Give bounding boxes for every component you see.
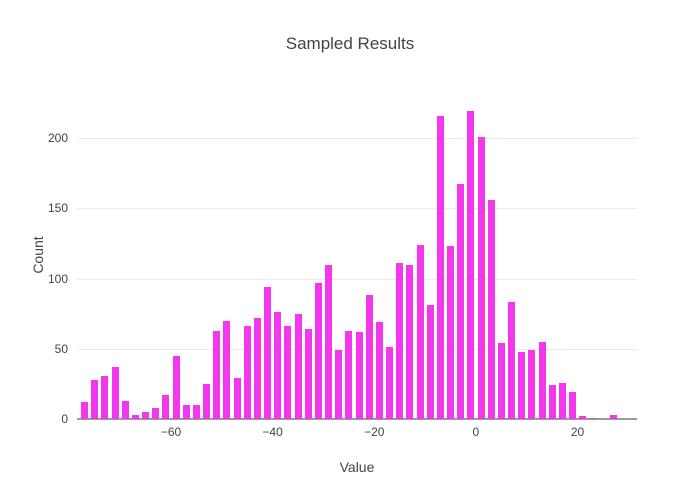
histogram-bar[interactable]	[457, 184, 465, 419]
plot-area[interactable]	[77, 91, 637, 420]
histogram-bar[interactable]	[233, 378, 241, 419]
histogram-bar[interactable]	[375, 322, 383, 419]
x-tick-label--60: −60	[160, 425, 182, 439]
histogram-bar[interactable]	[304, 329, 312, 419]
y-tick-label-50: 50	[54, 341, 68, 356]
histogram-bar[interactable]	[609, 414, 617, 419]
histogram-bar[interactable]	[365, 295, 373, 419]
histogram-bar[interactable]	[172, 355, 180, 419]
histogram-bar[interactable]	[142, 412, 150, 419]
histogram-bar[interactable]	[81, 402, 89, 419]
x-tick-label-20: 20	[570, 425, 585, 439]
histogram-bar[interactable]	[284, 326, 292, 419]
histogram-bar[interactable]	[101, 375, 109, 419]
y-tick-label-0: 0	[61, 412, 68, 426]
histogram-bar[interactable]	[467, 111, 475, 419]
histogram-bar[interactable]	[487, 199, 495, 419]
histogram-bar[interactable]	[325, 264, 332, 419]
histogram-bar[interactable]	[579, 416, 587, 419]
histogram-bar[interactable]	[386, 347, 393, 419]
histogram-bar[interactable]	[121, 400, 129, 419]
histogram-bar[interactable]	[253, 317, 261, 419]
histogram-bar[interactable]	[538, 341, 546, 419]
histogram-bar[interactable]	[447, 246, 454, 419]
histogram-bar[interactable]	[548, 385, 556, 419]
histogram-bar[interactable]	[508, 302, 515, 419]
histogram-bar[interactable]	[203, 383, 211, 419]
x-tick-label--40: −40	[262, 425, 283, 439]
histogram-bar[interactable]	[416, 244, 424, 419]
histogram-bar[interactable]	[558, 382, 566, 419]
histogram-bar[interactable]	[162, 395, 170, 419]
histogram-bar[interactable]	[497, 343, 505, 419]
histogram-bar[interactable]	[182, 405, 190, 419]
histogram-bar[interactable]	[335, 350, 343, 419]
histogram-bar[interactable]	[91, 379, 99, 419]
histogram-bar[interactable]	[264, 287, 272, 419]
chart-title: Sampled Results	[285, 34, 415, 53]
histogram-bar[interactable]	[294, 313, 302, 419]
histogram-bar[interactable]	[192, 405, 200, 419]
x-tick-label-0: 0	[472, 425, 480, 439]
y-tick-label-200: 200	[47, 131, 68, 146]
histogram-bar[interactable]	[243, 326, 251, 419]
histogram-bar[interactable]	[569, 392, 576, 419]
histogram-bar[interactable]	[589, 417, 597, 419]
y-tick-label-100: 100	[47, 271, 68, 286]
histogram-bar[interactable]	[314, 282, 322, 419]
gridline-y-200	[77, 138, 637, 140]
histogram-bar[interactable]	[426, 305, 434, 419]
histogram-bar[interactable]	[152, 407, 160, 419]
x-axis-title: Value	[339, 459, 375, 475]
histogram-bar[interactable]	[213, 330, 221, 419]
histogram-bar[interactable]	[406, 264, 414, 419]
histogram-bar[interactable]	[131, 414, 139, 419]
histogram-bar[interactable]	[223, 320, 231, 419]
histogram-bar[interactable]	[274, 312, 282, 419]
histogram-bar[interactable]	[477, 136, 485, 419]
y-axis-title: Count	[30, 236, 46, 274]
x-axis-line	[77, 418, 637, 420]
gridline-y-150	[77, 208, 637, 210]
y-tick-label-150: 150	[47, 201, 68, 216]
histogram-bar[interactable]	[355, 331, 363, 419]
gridline-y-100	[77, 278, 637, 280]
histogram-bar[interactable]	[111, 367, 119, 419]
histogram-bar[interactable]	[528, 350, 536, 419]
x-tick-label--20: −20	[364, 425, 385, 439]
histogram-bar[interactable]	[436, 115, 444, 419]
histogram-bar[interactable]	[345, 330, 353, 419]
histogram-bar[interactable]	[396, 263, 404, 419]
histogram-bar[interactable]	[518, 351, 526, 419]
